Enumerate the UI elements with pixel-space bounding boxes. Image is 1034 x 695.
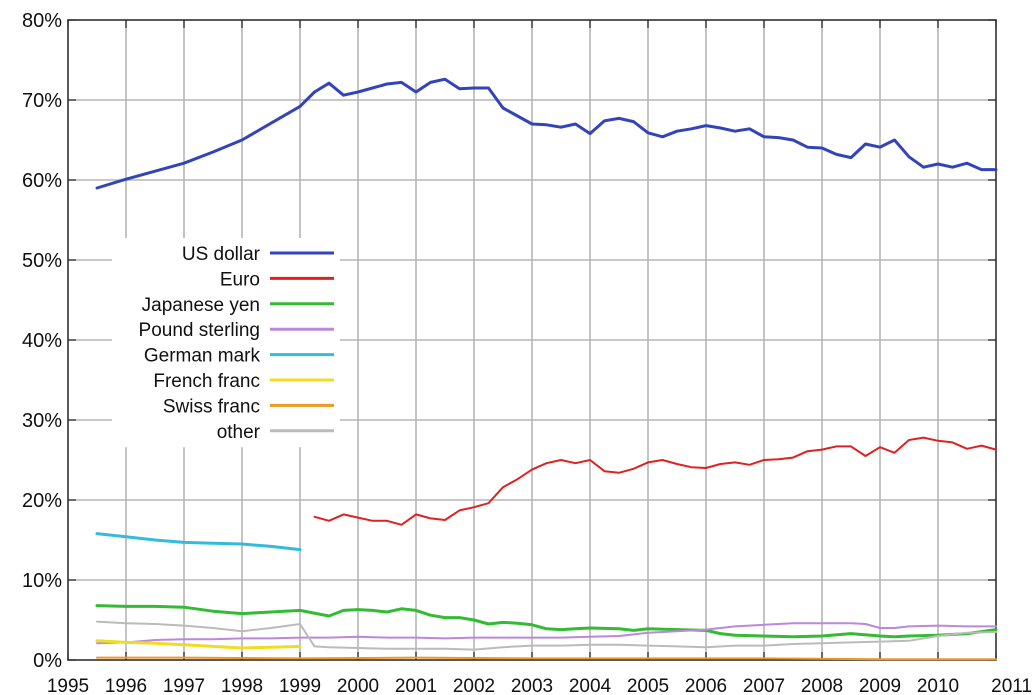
x-tick-label: 2006: [685, 676, 727, 695]
x-tick-label: 2005: [627, 676, 669, 695]
x-tick-label: 2010: [917, 676, 959, 695]
series-line: [95, 532, 302, 552]
y-tick-label: 70%: [22, 90, 62, 112]
legend-label: other: [217, 422, 261, 443]
x-tick-label: 1999: [279, 676, 321, 695]
x-tick-label: 1998: [221, 676, 263, 695]
series-line: [95, 604, 998, 639]
x-tick-label: 2000: [337, 676, 379, 695]
x-tick-label: 2001: [395, 676, 437, 695]
tick-labels: 0% 10% 20% 30% 40% 50% 60% 70% 80% 1995 1996 1997 19…: [22, 10, 1032, 695]
y-tick-label: 50%: [22, 250, 62, 272]
y-tick-label: 30%: [22, 410, 62, 432]
x-tick-label: 2003: [511, 676, 553, 695]
series-line: [95, 77, 998, 190]
x-tick-label: 1995: [47, 676, 89, 695]
x-tick-label: 2011: [991, 676, 1032, 695]
y-tick-label: 20%: [22, 490, 62, 512]
x-tick-label: 2004: [569, 676, 612, 695]
legend-label: US dollar: [182, 244, 261, 265]
x-tick-label: 1997: [163, 676, 205, 695]
legend-label: Euro: [220, 269, 260, 290]
legend-label: Japanese yen: [142, 295, 260, 316]
x-tick-label: 2007: [743, 676, 785, 695]
series-line: [96, 656, 997, 661]
y-tick-label: 40%: [22, 330, 62, 352]
series-lines: [95, 77, 998, 661]
series-line: [313, 436, 997, 526]
legend-label: French franc: [153, 371, 260, 392]
series-line: [95, 639, 302, 650]
legend-label: German mark: [144, 346, 261, 367]
grid: [68, 20, 996, 660]
legend-box: [112, 238, 340, 448]
legend: US dollar Euro Japanese yen Pound sterling G…: [112, 238, 340, 448]
x-tick-label: 2009: [859, 676, 901, 695]
legend-label: Pound sterling: [139, 320, 260, 341]
y-tick-label: 60%: [22, 170, 62, 192]
series-line: [96, 622, 997, 645]
x-tick-label: 2002: [453, 676, 495, 695]
legend-label: Swiss franc: [163, 396, 260, 417]
y-tick-label: 0%: [33, 650, 62, 672]
series-line: [96, 620, 997, 651]
y-tick-label: 10%: [22, 570, 62, 592]
y-tick-label: 80%: [22, 10, 62, 32]
x-tick-label: 2008: [801, 676, 843, 695]
x-tick-label: 1996: [105, 676, 147, 695]
